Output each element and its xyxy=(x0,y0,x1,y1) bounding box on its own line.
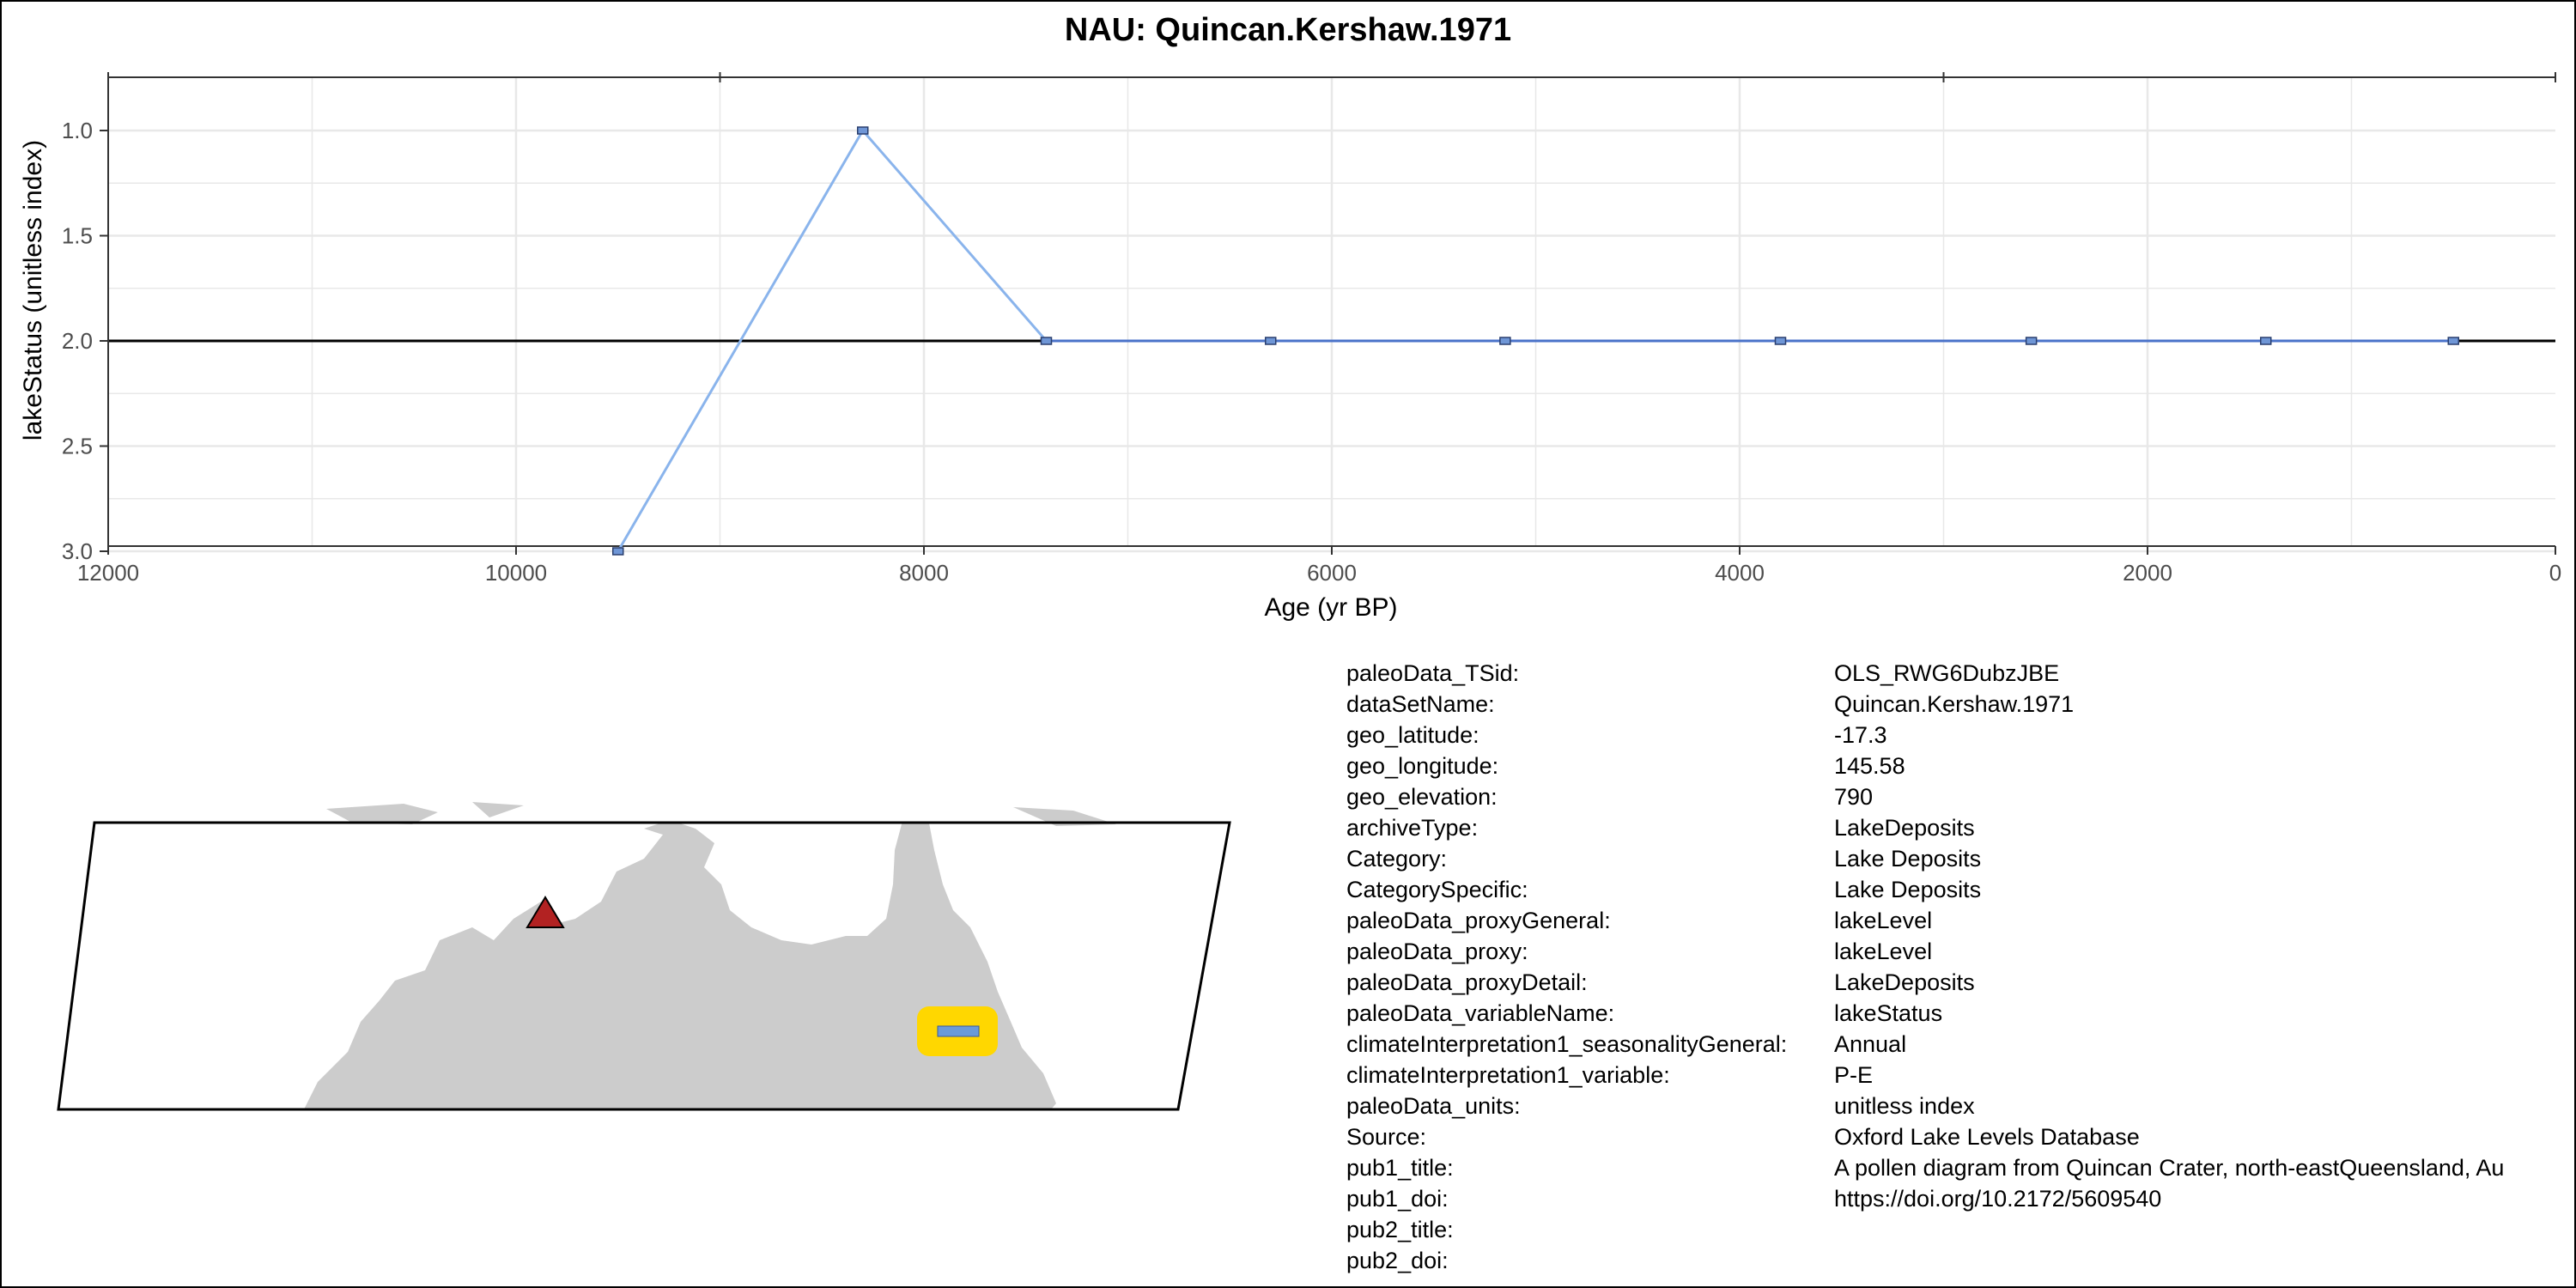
metadata-key: climateInterpretation1_seasonalityGenera… xyxy=(1346,1031,1788,1057)
metadata-key: pub1_doi: xyxy=(1346,1186,1449,1212)
metadata-key: geo_longitude: xyxy=(1346,753,1499,779)
axes xyxy=(100,72,2556,555)
data-point xyxy=(2025,337,2038,345)
data-point xyxy=(1265,337,1277,345)
metadata-key: geo_elevation: xyxy=(1346,784,1498,810)
x-tick-label: 0 xyxy=(2549,560,2561,586)
metadata-row: paleoData_proxyGeneral: lakeLevel xyxy=(1346,905,2576,936)
metadata-value: lakeLevel xyxy=(1834,939,1933,964)
metadata-key: archiveType: xyxy=(1346,815,1479,841)
metadata-value: lakeLevel xyxy=(1834,908,1933,933)
x-tick-label: 12000 xyxy=(77,560,139,586)
tick-labels: 12000 10000 8000 6000 4000 2000 0 1.0 1.5 2.0 2.5 3… xyxy=(62,118,2561,586)
y-tick-label: 1.0 xyxy=(62,118,93,143)
metadata-row: geo_latitude: -17.3 xyxy=(1346,720,2576,750)
y-tick-label: 1.5 xyxy=(62,223,93,249)
data-point xyxy=(612,547,624,556)
metadata-key: paleoData_units: xyxy=(1346,1093,1521,1119)
metadata-value: -17.3 xyxy=(1834,722,1887,748)
metadata-key: paleoData_TSid: xyxy=(1346,660,1520,686)
metadata-row: paleoData_TSid: OLS_RWG6DubzJBE xyxy=(1346,658,2576,689)
metadata-value: OLS_RWG6DubzJBE xyxy=(1834,660,2060,686)
metadata-value: Quincan.Kershaw.1971 xyxy=(1834,691,2075,717)
metadata-table: paleoData_TSid: OLS_RWG6DubzJBE dataSetNam… xyxy=(1346,658,2576,1288)
metadata-key: paleoData_variableName: xyxy=(1346,1000,1615,1026)
data-point xyxy=(1774,337,1787,345)
metadata-key: Category: xyxy=(1346,846,1448,872)
metadata-key: pub1_title: xyxy=(1346,1155,1454,1181)
metadata-key: pub2_title: xyxy=(1346,1217,1454,1242)
metadata-row: dataSetName: Quincan.Kershaw.1971 xyxy=(1346,689,2576,720)
metadata-key: pub2_doi: xyxy=(1346,1248,1449,1273)
metadata-row: CategorySpecific: Lake Deposits xyxy=(1346,874,2576,905)
map-border xyxy=(57,821,1231,1111)
metadata-row: geo_elevation: 790 xyxy=(1346,781,2576,812)
legend-line-swatch xyxy=(937,1025,980,1037)
series-segment xyxy=(861,130,1048,342)
metadata-value: Lake Deposits xyxy=(1834,877,1982,902)
y-tick-label: 2.0 xyxy=(62,328,93,354)
line-swatch-icon xyxy=(917,1006,998,1056)
y-tick-label: 3.0 xyxy=(62,538,93,564)
metadata-row: Category: Lake Deposits xyxy=(1346,843,2576,874)
time-series-plot: 12000 10000 8000 6000 4000 2000 0 1.0 1.5 2.0 2.5 3… xyxy=(19,72,2561,622)
metadata-row: climateInterpretation1_seasonalityGenera… xyxy=(1346,1029,2576,1060)
metadata-value: LakeDeposits xyxy=(1834,815,1975,841)
metadata-row: pub2_title: xyxy=(1346,1214,2576,1245)
metadata-key: paleoData_proxyDetail: xyxy=(1346,969,1588,995)
metadata-key: paleoData_proxy: xyxy=(1346,939,1528,964)
metadata-value: Oxford Lake Levels Database xyxy=(1834,1124,2140,1150)
metadata-row: pub1_doi: https://doi.org/10.2172/5609540 xyxy=(1346,1183,2576,1214)
series-segment xyxy=(617,130,865,552)
metadata-value: Annual xyxy=(1834,1031,1907,1057)
data-point xyxy=(857,126,869,135)
series-layer xyxy=(612,126,2459,556)
x-tick-label: 8000 xyxy=(899,560,949,586)
x-tick-label: 2000 xyxy=(2123,560,2172,586)
metadata-key: geo_latitude: xyxy=(1346,722,1479,748)
data-point xyxy=(2447,337,2459,345)
metadata-key: CategorySpecific: xyxy=(1346,877,1528,902)
red-triangle-icon xyxy=(526,896,565,928)
grid xyxy=(108,77,2555,553)
metadata-value: LakeDeposits xyxy=(1834,969,1975,995)
site-map xyxy=(57,802,1231,1111)
y-axis-title: lakeStatus (unitless index) xyxy=(19,140,47,440)
data-point xyxy=(2260,337,2272,345)
metadata-row: climateInterpretation1_variable: P-E xyxy=(1346,1060,2576,1091)
data-point xyxy=(1499,337,1511,345)
metadata-row: pub2_doi: xyxy=(1346,1245,2576,1276)
metadata-value: lakeStatus xyxy=(1834,1000,1943,1026)
metadata-key: climateInterpretation1_variable: xyxy=(1346,1062,1670,1088)
metadata-row: paleoData_units: unitless index xyxy=(1346,1091,2576,1121)
metadata-row: paleoData_proxyDetail: LakeDeposits xyxy=(1346,967,2576,998)
australia-landmass xyxy=(258,823,1056,1109)
metadata-row: paleoData_variableName: lakeStatus xyxy=(1346,998,2576,1029)
metadata-key: dataSetName: xyxy=(1346,691,1495,717)
metadata-key: Source: xyxy=(1346,1124,1427,1150)
metadata-row: geo_longitude: 145.58 xyxy=(1346,750,2576,781)
metadata-value: A pollen diagram from Quincan Crater, no… xyxy=(1834,1155,2505,1181)
metadata-row: Source: Oxford Lake Levels Database xyxy=(1346,1121,2576,1152)
data-point xyxy=(1040,337,1053,345)
metadata-row: pub1_title: A pollen diagram from Quincan… xyxy=(1346,1152,2576,1183)
land-layer xyxy=(258,802,1116,1109)
metadata-value: P-E xyxy=(1834,1062,1874,1088)
metadata-key: paleoData_proxyGeneral: xyxy=(1346,908,1611,933)
x-tick-label: 6000 xyxy=(1307,560,1357,586)
x-tick-label: 4000 xyxy=(1715,560,1765,586)
metadata-value: unitless index xyxy=(1834,1093,1975,1119)
x-tick-label: 10000 xyxy=(485,560,547,586)
metadata-value: 790 xyxy=(1834,784,1874,810)
chart-title: NAU: Quincan.Kershaw.1971 xyxy=(1064,12,1512,48)
metadata-value: https://doi.org/10.2172/5609540 xyxy=(1834,1186,2162,1212)
metadata-value: 145.58 xyxy=(1834,753,1905,779)
metadata-row: archiveType: LakeDeposits xyxy=(1346,812,2576,843)
x-axis-title: Age (yr BP) xyxy=(1264,593,1397,622)
metadata-value: Lake Deposits xyxy=(1834,846,1982,872)
y-tick-label: 2.5 xyxy=(62,434,93,459)
metadata-row: paleoData_proxy: lakeLevel xyxy=(1346,936,2576,967)
